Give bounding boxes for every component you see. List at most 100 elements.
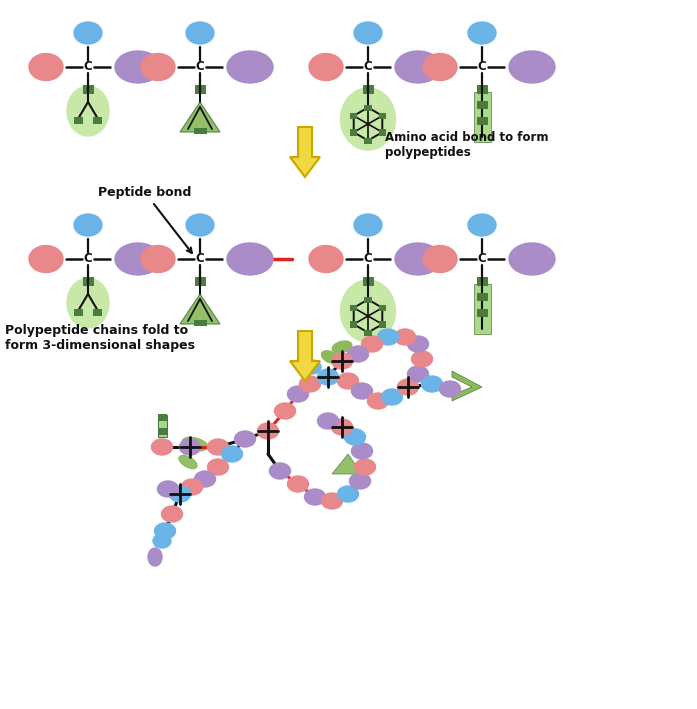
Polygon shape (290, 331, 320, 381)
FancyBboxPatch shape (365, 138, 372, 144)
Text: C: C (477, 252, 487, 265)
FancyBboxPatch shape (74, 117, 83, 124)
Ellipse shape (151, 439, 172, 455)
Ellipse shape (440, 381, 461, 397)
Ellipse shape (332, 419, 353, 435)
Ellipse shape (354, 22, 382, 44)
FancyBboxPatch shape (350, 129, 358, 136)
FancyBboxPatch shape (158, 415, 167, 437)
FancyBboxPatch shape (194, 128, 206, 134)
Ellipse shape (183, 437, 208, 451)
Ellipse shape (234, 431, 256, 447)
Ellipse shape (423, 245, 457, 272)
Ellipse shape (422, 376, 443, 392)
Ellipse shape (395, 243, 441, 275)
Polygon shape (180, 102, 220, 132)
FancyBboxPatch shape (477, 277, 487, 286)
Ellipse shape (341, 88, 395, 150)
Ellipse shape (509, 243, 555, 275)
Text: C: C (84, 60, 93, 74)
Ellipse shape (300, 376, 321, 392)
Ellipse shape (74, 214, 102, 236)
FancyBboxPatch shape (362, 277, 374, 286)
Ellipse shape (287, 386, 309, 402)
Ellipse shape (29, 53, 63, 81)
Ellipse shape (186, 22, 214, 44)
Text: C: C (196, 60, 204, 74)
Ellipse shape (332, 353, 353, 369)
Ellipse shape (397, 379, 418, 395)
Ellipse shape (275, 403, 296, 419)
Ellipse shape (309, 53, 343, 81)
Ellipse shape (180, 439, 201, 455)
FancyBboxPatch shape (365, 296, 372, 303)
FancyBboxPatch shape (378, 321, 386, 328)
Ellipse shape (351, 383, 372, 399)
Ellipse shape (181, 479, 203, 495)
FancyBboxPatch shape (477, 293, 487, 301)
Ellipse shape (408, 366, 429, 382)
Text: Amino acid bond to form
polypeptides: Amino acid bond to form polypeptides (385, 131, 549, 159)
FancyBboxPatch shape (350, 113, 358, 119)
Ellipse shape (344, 429, 365, 445)
Text: C: C (477, 60, 487, 74)
Ellipse shape (141, 53, 175, 81)
Ellipse shape (468, 22, 496, 44)
Ellipse shape (194, 471, 215, 487)
Ellipse shape (354, 214, 382, 236)
Ellipse shape (257, 423, 279, 439)
Polygon shape (180, 294, 220, 324)
FancyBboxPatch shape (477, 85, 487, 94)
Ellipse shape (332, 341, 352, 353)
FancyBboxPatch shape (350, 305, 358, 311)
Ellipse shape (305, 489, 325, 505)
Ellipse shape (381, 389, 402, 405)
Ellipse shape (318, 413, 339, 429)
Ellipse shape (148, 548, 162, 566)
Ellipse shape (351, 443, 372, 459)
FancyBboxPatch shape (194, 85, 206, 94)
Ellipse shape (186, 214, 214, 236)
Text: C: C (196, 252, 204, 265)
FancyBboxPatch shape (378, 113, 386, 119)
Ellipse shape (395, 329, 415, 345)
FancyBboxPatch shape (378, 305, 386, 311)
Ellipse shape (208, 439, 229, 455)
FancyBboxPatch shape (82, 277, 93, 286)
Ellipse shape (318, 369, 339, 385)
Ellipse shape (395, 51, 441, 83)
FancyBboxPatch shape (350, 321, 358, 328)
Ellipse shape (29, 245, 63, 272)
FancyBboxPatch shape (477, 101, 487, 109)
Text: Polypeptide chains fold to
form 3-dimensional shapes: Polypeptide chains fold to form 3-dimens… (5, 324, 195, 352)
FancyBboxPatch shape (365, 104, 372, 111)
Text: C: C (84, 252, 93, 265)
FancyBboxPatch shape (378, 129, 386, 136)
Ellipse shape (309, 245, 343, 272)
Ellipse shape (408, 336, 429, 352)
FancyBboxPatch shape (473, 284, 491, 334)
Ellipse shape (227, 243, 273, 275)
FancyBboxPatch shape (93, 117, 102, 124)
FancyBboxPatch shape (158, 428, 167, 435)
Text: C: C (364, 60, 372, 74)
Ellipse shape (158, 481, 178, 497)
Ellipse shape (468, 214, 496, 236)
FancyBboxPatch shape (194, 277, 206, 286)
Text: Peptide bond: Peptide bond (98, 186, 192, 253)
Ellipse shape (270, 463, 291, 479)
FancyBboxPatch shape (477, 309, 487, 317)
Ellipse shape (321, 493, 342, 509)
Ellipse shape (153, 534, 171, 548)
Ellipse shape (67, 86, 109, 136)
Ellipse shape (367, 393, 388, 409)
FancyBboxPatch shape (477, 117, 487, 125)
Ellipse shape (222, 446, 243, 462)
Ellipse shape (321, 351, 339, 363)
FancyBboxPatch shape (365, 330, 372, 336)
Ellipse shape (208, 459, 229, 475)
Ellipse shape (349, 473, 371, 489)
Ellipse shape (115, 51, 161, 83)
Ellipse shape (341, 280, 395, 342)
Ellipse shape (227, 51, 273, 83)
